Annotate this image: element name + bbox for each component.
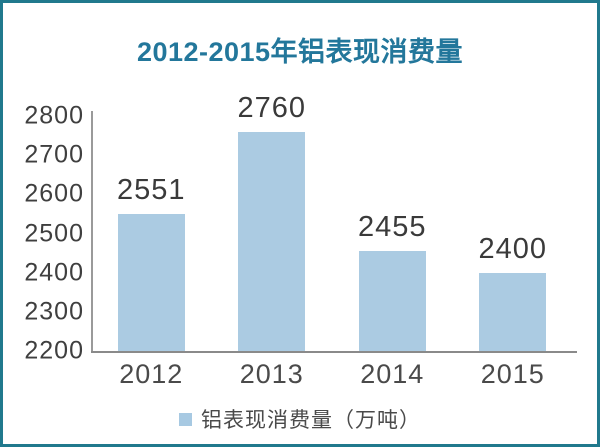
bar-2012	[117, 213, 185, 351]
y-tick-label-2300: 2300	[24, 297, 84, 326]
legend: 铝表现消费量（万吨）	[3, 405, 597, 433]
x-tick-label-2014: 2014	[360, 359, 425, 389]
y-tick-label-2200: 2200	[24, 336, 84, 365]
bar-2013	[238, 131, 306, 351]
bar-2015	[479, 272, 547, 351]
chart-title: 2012-2015年铝表现消费量	[136, 37, 464, 67]
value-label-2014: 2455	[357, 211, 427, 244]
y-tick-label-2700: 2700	[24, 140, 84, 169]
legend-label: 铝表现消费量（万吨）	[201, 409, 421, 432]
value-label-2015: 2400	[478, 232, 547, 265]
x-tick-label-2015: 2015	[480, 359, 545, 389]
y-tick-label-2500: 2500	[24, 219, 84, 247]
y-tick-label-2600: 2600	[24, 179, 84, 208]
x-tick-label-2013: 2013	[239, 359, 304, 389]
x-axis-line	[91, 351, 577, 353]
y-tick-label-2400: 2400	[24, 258, 84, 287]
y-tick-label-2800: 2800	[24, 101, 84, 130]
y-axis-line	[91, 111, 93, 352]
legend-marker-square	[179, 412, 192, 426]
bar-2014	[358, 251, 426, 351]
x-tick-label-2012: 2012	[119, 359, 184, 389]
value-label-2012: 2551	[116, 173, 186, 206]
value-label-2013: 2760	[237, 91, 306, 124]
